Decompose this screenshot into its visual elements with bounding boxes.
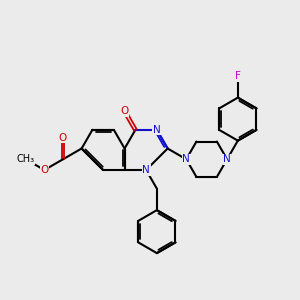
Text: O: O (59, 133, 67, 143)
Text: F: F (235, 71, 241, 81)
Text: CH₃: CH₃ (17, 154, 35, 164)
Text: N: N (223, 154, 231, 164)
Text: N: N (182, 154, 190, 164)
Text: O: O (40, 165, 49, 175)
Text: N: N (142, 165, 150, 175)
Text: N: N (153, 125, 161, 135)
Text: O: O (121, 106, 129, 116)
